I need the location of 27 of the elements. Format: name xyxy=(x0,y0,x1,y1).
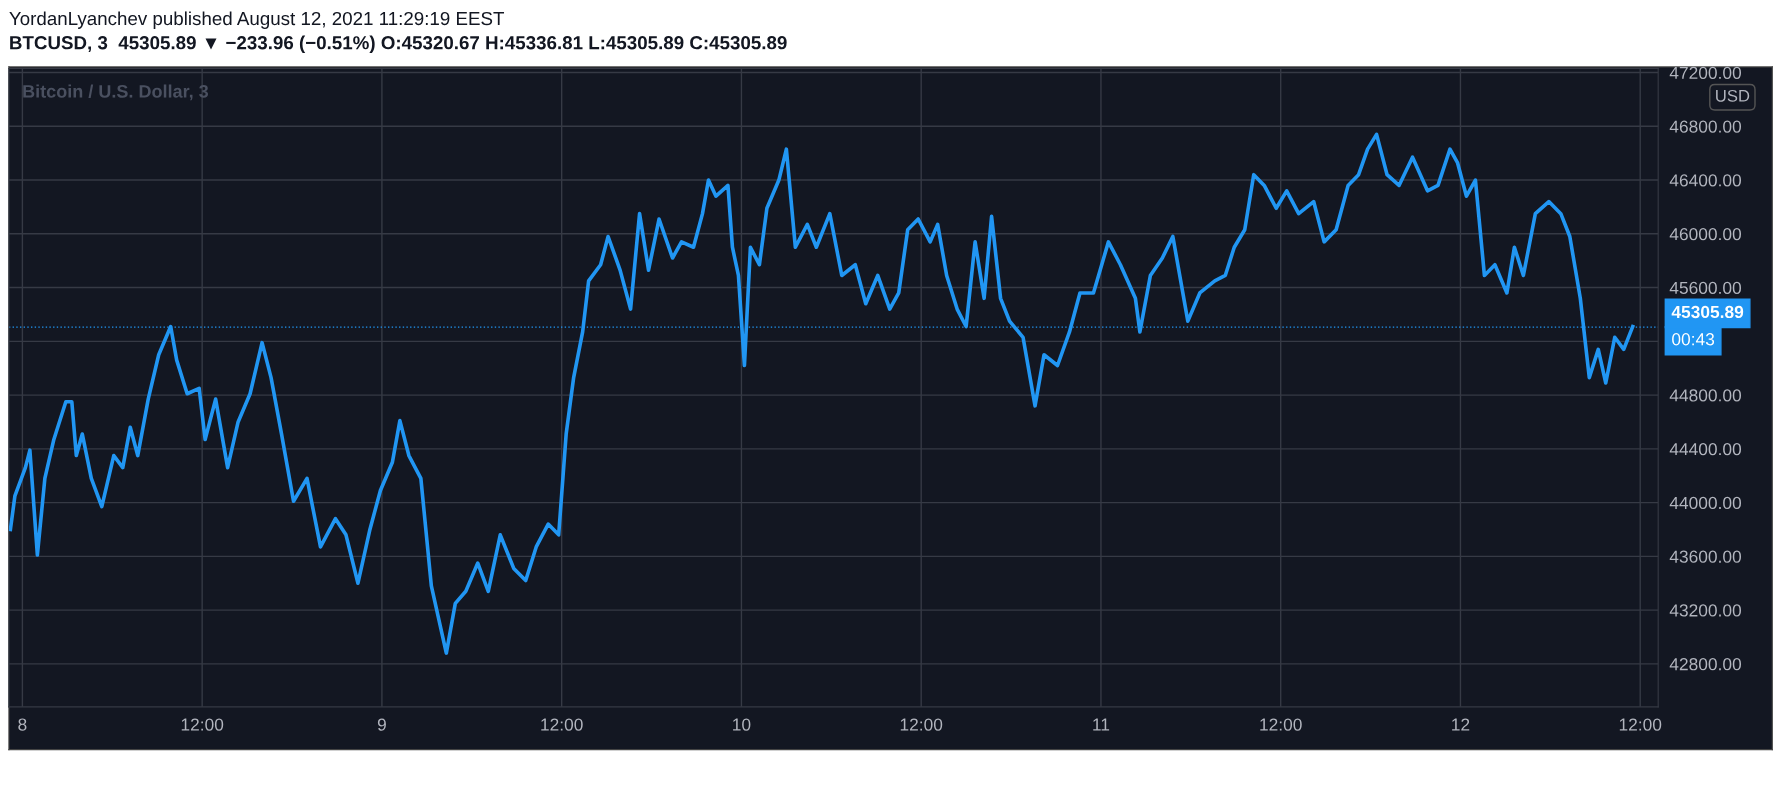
x-tick-label: 8 xyxy=(18,718,27,731)
chart-title: YordanLyanchev published August 12, 2021 11:29:19 EEST xyxy=(9,11,505,29)
y-tick-label: 46400.00 xyxy=(1669,174,1742,187)
annotation: Bitcoin / U.S. Dollar, 3 xyxy=(23,84,209,101)
x-tick-label: 12:00 xyxy=(1260,718,1302,731)
y-tick-label: 47200.00 xyxy=(1669,66,1742,79)
y-tick-label: 44800.00 xyxy=(1669,389,1742,402)
y-tick-label: 43600.00 xyxy=(1669,550,1742,563)
y-tick-label: 42800.00 xyxy=(1669,658,1742,671)
x-tick-label: 12:00 xyxy=(181,718,224,731)
y-tick-label: 46000.00 xyxy=(1669,227,1742,241)
x-tick-label: 12:00 xyxy=(900,718,943,731)
x-tick-label: 9 xyxy=(377,718,386,731)
y-tick-label: 46800.00 xyxy=(1669,120,1742,133)
chart-subtitle: BTCUSD, 3 45305.89 ▼ −233.96 (−0.51%) O:45320.67 H:45336.81 L:45305.89 C:45305.89 xyxy=(10,35,787,54)
y-tick-label: 43200.00 xyxy=(1669,604,1742,617)
y-tick-label: 44400.00 xyxy=(1669,443,1742,456)
ref-line-label: 45305.89 xyxy=(1671,305,1744,319)
y-tick-label: 45600.00 xyxy=(1669,281,1742,295)
x-tick-label: 12:00 xyxy=(1619,718,1662,731)
x-tick-label: 11 xyxy=(1093,718,1110,731)
x-tick-label: 10 xyxy=(733,718,751,731)
x-tick-label: 12 xyxy=(1452,718,1470,731)
x-tick-label: 12:00 xyxy=(541,718,583,731)
text: USD xyxy=(1716,89,1750,102)
y-tick-label: 44000.00 xyxy=(1669,496,1742,510)
text: 00:43 xyxy=(1672,333,1715,346)
